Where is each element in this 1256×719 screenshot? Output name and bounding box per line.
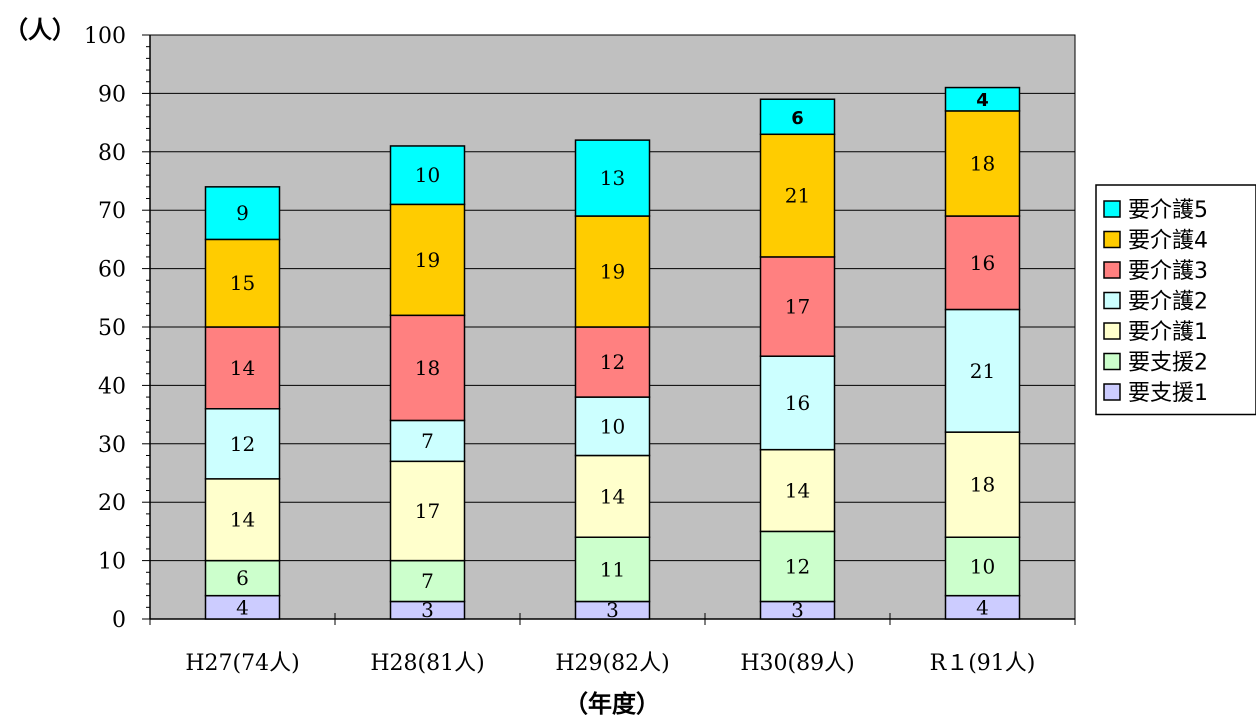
bar-segment xyxy=(944,536,1021,597)
bar-segment xyxy=(574,326,651,398)
data-label: 4 xyxy=(976,595,989,619)
data-label: 3 xyxy=(791,598,804,622)
x-tick-label: H28(81人) xyxy=(370,651,484,676)
data-label: 16 xyxy=(970,251,995,275)
data-label: 6 xyxy=(236,566,249,590)
bar-segment xyxy=(944,431,1021,538)
bar-segment xyxy=(759,355,836,451)
legend-swatch xyxy=(1103,291,1121,310)
data-label: 14 xyxy=(600,484,625,508)
data-label: 17 xyxy=(785,295,810,319)
y-tick-label: 100 xyxy=(84,24,126,49)
bar-segment xyxy=(759,256,836,357)
data-label: 14 xyxy=(785,479,810,503)
y-tick-label: 50 xyxy=(98,316,126,341)
legend-box xyxy=(1095,184,1256,416)
data-label: 4 xyxy=(976,90,989,111)
bar-segment xyxy=(944,215,1021,311)
x-tick-labels: H27(74人) H28(81人) H29(82人) H30(89人) R１(91人) xyxy=(185,651,1035,676)
y-tick-label: 10 xyxy=(98,550,126,575)
bar-segment xyxy=(389,419,466,463)
bar-segment xyxy=(759,448,836,533)
data-label: 17 xyxy=(415,499,440,523)
x-tick-label: R１(91人) xyxy=(930,651,1036,676)
legend-entry: 要介護4 xyxy=(1128,229,1208,254)
bar-segment xyxy=(574,139,651,217)
legend-entry: 要介護1 xyxy=(1128,320,1208,345)
bar-segment xyxy=(574,215,651,328)
y-axis-label: （人） xyxy=(4,16,76,44)
data-label: 7 xyxy=(421,569,434,593)
data-label: 7 xyxy=(421,429,434,453)
data-label: 15 xyxy=(230,271,255,295)
legend-entry: 要介護5 xyxy=(1128,198,1208,223)
data-label: 14 xyxy=(230,508,255,532)
legend-entry: 要支援2 xyxy=(1128,351,1208,376)
x-axis-label: （年度） xyxy=(564,690,660,718)
bar-segment xyxy=(759,133,836,258)
data-label: 19 xyxy=(415,248,440,272)
data-label: 9 xyxy=(236,201,249,225)
data-label: 3 xyxy=(421,598,434,622)
bar-segment xyxy=(204,408,281,480)
data-label: 14 xyxy=(230,356,255,380)
legend-entry: 要介護3 xyxy=(1128,259,1208,284)
bar-segment xyxy=(389,460,466,562)
data-label: 18 xyxy=(415,356,440,380)
legend-swatch xyxy=(1103,352,1121,371)
y-tick-label: 0 xyxy=(112,608,126,633)
data-label: 16 xyxy=(785,391,810,415)
data-label: 11 xyxy=(600,557,625,581)
data-label: 21 xyxy=(970,359,995,383)
data-label: 12 xyxy=(785,554,810,578)
legend-entry: 要介護2 xyxy=(1128,290,1208,315)
bar-segment xyxy=(389,203,466,317)
bar-segment xyxy=(944,86,1021,112)
legend-swatch xyxy=(1103,383,1121,401)
bar-segment xyxy=(944,308,1021,433)
legend-swatch xyxy=(1103,200,1121,218)
x-tick-label: H29(82人) xyxy=(555,651,669,676)
legend-swatch xyxy=(1103,261,1121,279)
data-label: 12 xyxy=(600,350,625,374)
data-label: 10 xyxy=(970,554,995,578)
y-tick-label: 70 xyxy=(98,199,126,224)
bar-segment xyxy=(944,110,1021,217)
bar-segment xyxy=(759,98,836,136)
legend-entry: 要支援1 xyxy=(1128,381,1208,406)
data-label: 13 xyxy=(600,166,625,190)
y-tick-label: 80 xyxy=(98,141,126,166)
y-tick-label: 60 xyxy=(98,258,126,283)
bar-segment xyxy=(204,186,281,241)
data-label: 12 xyxy=(230,432,255,456)
bar-segment xyxy=(204,559,281,597)
bar-segment xyxy=(389,145,466,206)
data-label: 19 xyxy=(600,260,625,284)
data-label: 18 xyxy=(970,473,995,497)
data-label: 21 xyxy=(785,184,810,208)
bars: 4 6 14 12 14 15 9 3 7 17 7 18 19 10 3 11 14 10 12 19 13 3 12 14… xyxy=(204,86,1021,622)
data-label: 10 xyxy=(415,163,440,187)
legend-swatch xyxy=(1103,230,1121,249)
x-tick-label: H30(89人) xyxy=(740,651,854,676)
y-tick-label: 30 xyxy=(98,433,126,458)
y-tick-label: 90 xyxy=(98,82,126,107)
bar-segment xyxy=(759,530,836,603)
data-label: 3 xyxy=(606,598,619,622)
data-label: 4 xyxy=(236,595,249,619)
legend-swatch xyxy=(1103,322,1121,340)
data-label: 6 xyxy=(791,108,804,129)
bar-segment xyxy=(204,478,281,562)
x-tick-label: H27(74人) xyxy=(185,651,299,676)
y-tick-label: 40 xyxy=(98,374,126,399)
y-axis: 0 10 20 30 40 50 60 70 80 90 100 xyxy=(84,24,151,633)
data-label: 18 xyxy=(970,151,995,175)
data-label: 10 xyxy=(600,414,625,438)
y-tick-label: 20 xyxy=(98,491,126,516)
legend: 要介護5 要介護4 要介護3 要介護2 要介護1 要支援2 要支援1 xyxy=(1095,184,1256,416)
